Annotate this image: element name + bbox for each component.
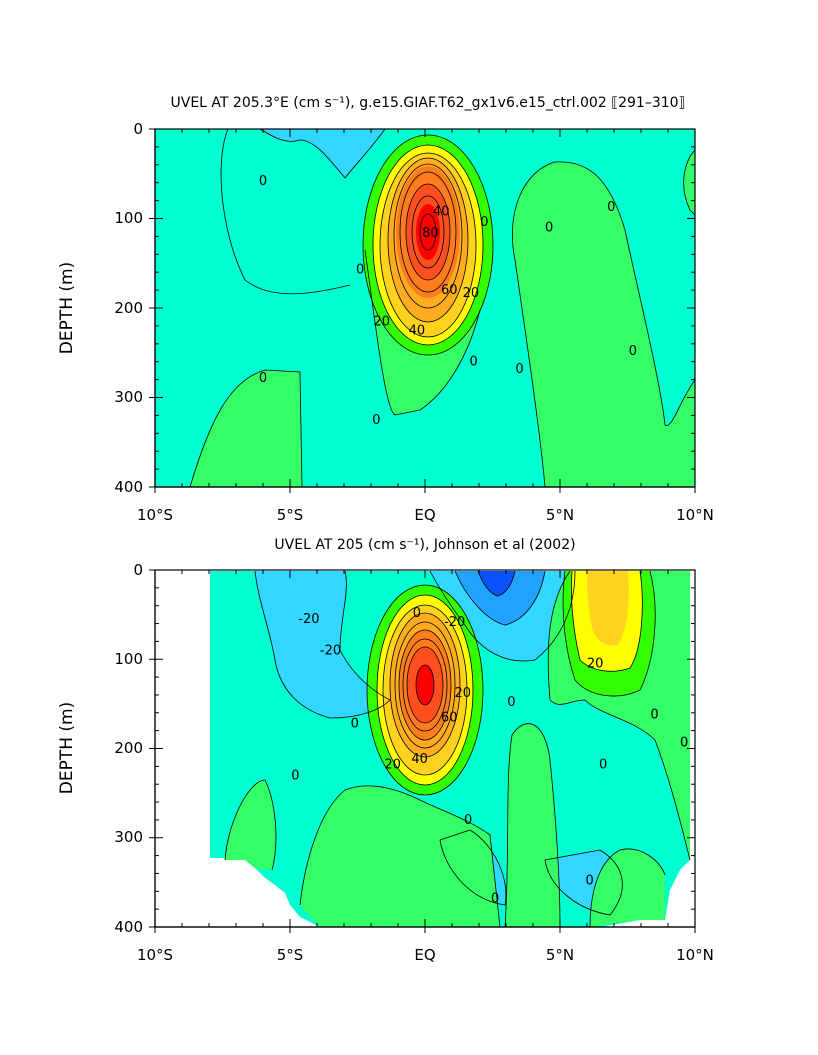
contour-label: 60	[441, 710, 458, 725]
top-y-tick-label: 100	[114, 209, 143, 227]
top-x-tick-label: 5°N	[546, 506, 574, 524]
top-contour-labels: 0 0 0 0 0 0 0 0 0 0 20 20 40 40 60 80	[259, 174, 637, 428]
top-y-tick-label: 400	[114, 478, 143, 496]
bottom-y-tick-label: 100	[114, 650, 143, 668]
contour-label: 0	[291, 768, 299, 783]
contour-label: -20	[298, 612, 319, 627]
contour-label: 0	[259, 371, 267, 386]
contour-label: 0	[507, 695, 515, 710]
bottom-westward-left-band	[255, 571, 390, 718]
bottom-y-tick-label: 0	[133, 561, 143, 579]
contour-label: 0	[491, 891, 499, 906]
bottom-panel-title: UVEL AT 205 (cm s⁻¹), Johnson et al (200…	[274, 537, 575, 553]
bottom-surface-westward-jet-core	[455, 571, 545, 625]
contour-label: 20	[463, 286, 480, 301]
top-contour-lines	[189, 129, 695, 487]
top-green-right-edge	[683, 150, 695, 215]
contour-label: 20	[455, 686, 472, 701]
top-panel-title: UVEL AT 205.3°E (cm s⁻¹), g.e15.GIAF.T62…	[171, 95, 686, 111]
top-x-tick-label: 10°N	[676, 506, 714, 524]
contour-label: 0	[356, 263, 364, 278]
contour-label: 0	[351, 717, 359, 732]
bottom-x-tick-label: 5°S	[277, 946, 304, 964]
contour-label: 0	[545, 220, 553, 235]
top-y-tick-label: 300	[114, 388, 143, 406]
contour-label: 0	[259, 174, 267, 189]
bottom-green-deep-column	[505, 723, 560, 927]
bottom-x-tick-label: EQ	[414, 946, 435, 964]
bottom-green-lower-center	[300, 785, 500, 927]
top-ticks	[149, 128, 696, 493]
contour-label: 0	[599, 758, 607, 773]
bottom-y-tick-label: 200	[114, 739, 143, 757]
top-y-axis-label: DEPTH (m)	[57, 262, 77, 354]
contour-label: 0	[629, 344, 637, 359]
contour-label: 40	[433, 204, 450, 219]
bottom-right-yellow-jet-core	[587, 571, 629, 646]
top-x-tick-label: 5°S	[277, 506, 304, 524]
contour-label: 20	[384, 758, 401, 773]
bottom-green-right-lower	[590, 849, 665, 927]
top-y-tick-label: 0	[133, 120, 143, 138]
contour-label: 0	[464, 813, 472, 828]
contour-label: 0	[680, 735, 688, 750]
top-green-right-column	[512, 161, 695, 487]
bottom-y-tick-label: 400	[114, 918, 143, 936]
bottom-jet-level-6	[416, 665, 434, 705]
contour-label: 20	[374, 314, 391, 329]
bottom-ticks	[149, 569, 696, 933]
bottom-y-axis-label: DEPTH (m)	[57, 702, 77, 794]
bottom-panel: UVEL AT 205 (cm s⁻¹), Johnson et al (200…	[57, 537, 714, 964]
top-green-left-lower	[190, 370, 302, 487]
bottom-x-tick-label: 10°N	[676, 946, 714, 964]
contour-label: 0	[650, 708, 658, 723]
contour-label: 0	[607, 200, 615, 215]
top-jet-level-6	[416, 204, 440, 260]
contour-label: 60	[441, 283, 458, 298]
contour-label: -20	[444, 615, 465, 630]
bottom-contour-labels: -20 -20 -20 20 20 20 40 60 0 0 0 0 0 0 0 0 0 0	[291, 606, 688, 907]
contour-label: -20	[320, 643, 341, 658]
contour-label: 20	[587, 657, 604, 672]
contour-label: 0	[413, 606, 421, 621]
top-y-tick-label: 200	[114, 299, 143, 317]
contour-label: 0	[480, 215, 488, 230]
bottom-surface-westward-jet-max	[478, 571, 515, 596]
top-x-tick-label: 10°S	[137, 506, 173, 524]
contour-label: 0	[469, 355, 477, 370]
top-panel-fill	[155, 129, 695, 487]
bottom-x-tick-label: 5°N	[546, 946, 574, 964]
bottom-panel-fill	[210, 570, 691, 927]
bottom-y-tick-label: 300	[114, 828, 143, 846]
contour-label: 0	[586, 874, 594, 889]
top-panel: UVEL AT 205.3°E (cm s⁻¹), g.e15.GIAF.T62…	[57, 95, 714, 524]
contour-label: 0	[372, 413, 380, 428]
bottom-green-lower-left	[225, 780, 276, 870]
top-x-tick-label: EQ	[414, 506, 435, 524]
bottom-contour-lines	[224, 570, 691, 927]
contour-label: 40	[411, 752, 428, 767]
bottom-x-tick-label: 10°S	[137, 946, 173, 964]
contour-label: 0	[515, 362, 523, 377]
contour-label: 40	[409, 323, 426, 338]
contour-label: 80	[422, 226, 439, 241]
